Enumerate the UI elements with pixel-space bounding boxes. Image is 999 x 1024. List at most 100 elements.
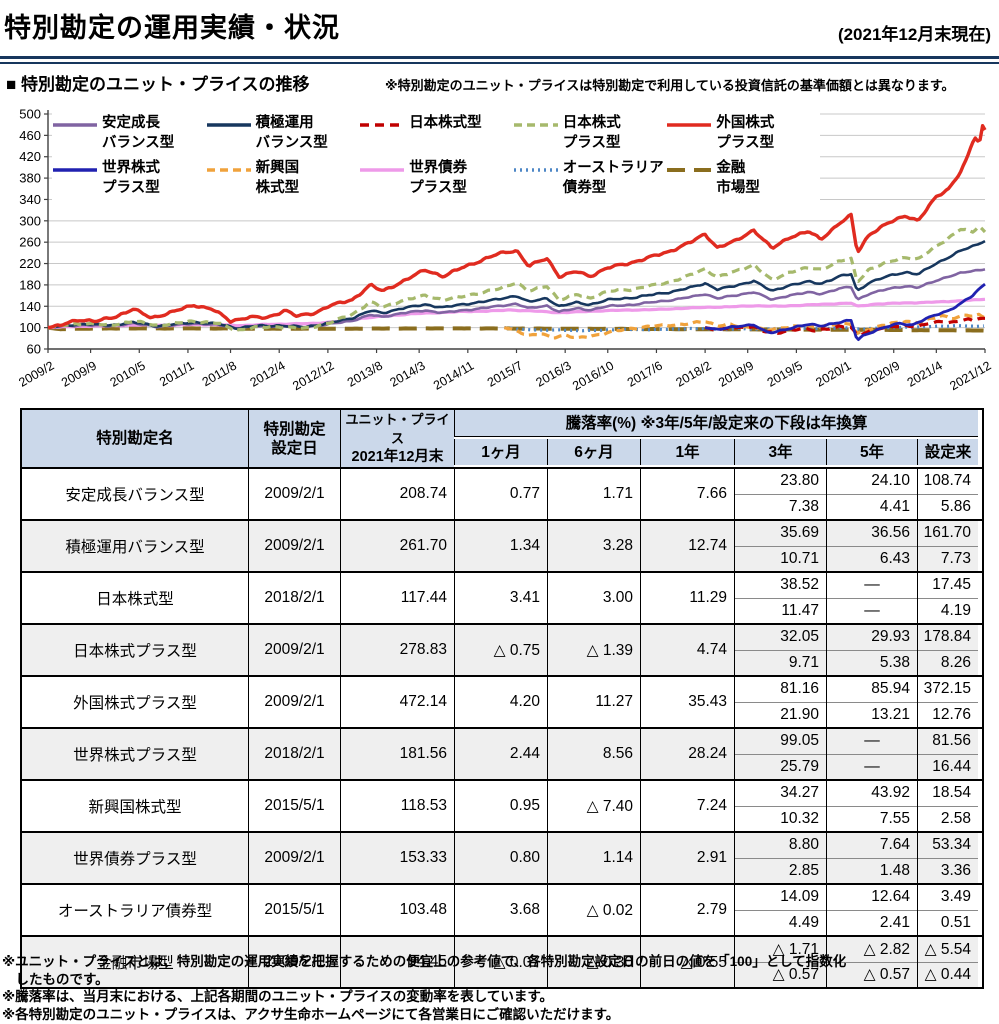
y-axis-tick-label: 380 (19, 171, 41, 186)
cell-1y: 2.79 (640, 885, 734, 935)
cell-fund-name: 日本株式プラス型 (22, 625, 248, 675)
cell-inception-annualized: 0.51 (940, 913, 971, 931)
cell-y3-annualized: 25.79 (780, 757, 819, 775)
cell-setup-date: 2009/2/1 (248, 625, 340, 675)
table-row: 日本株式プラス型 2009/2/1 278.83 △ 0.75 △ 1.39 4.74 32… (22, 623, 982, 675)
cell-inception-annualized: 5.86 (940, 497, 971, 515)
x-axis-tick-label: 2011/8 (200, 358, 239, 389)
cell-unit-price: 181.56 (340, 729, 454, 779)
cell-1m: △ 0.75 (454, 625, 547, 675)
cell-y3: △ 1.71 △ 0.57 (734, 937, 826, 987)
cell-unit-price: 118.53 (340, 781, 454, 831)
cell-y5-annualized: 4.41 (879, 497, 910, 515)
chart-note: ※特別勘定のユニット・プライスは特別勘定で利用している投資信託の基準価額とは異な… (385, 78, 955, 93)
cell-y3-total: 23.80 (735, 469, 826, 495)
cell-y5: 43.92 7.55 (826, 781, 917, 831)
x-axis-tick-label: 2014/3 (388, 358, 428, 389)
cell-y3-annualized: △ 0.57 (772, 966, 819, 984)
header-unit-price: ユニット・プライス 2021年12月末 (340, 410, 454, 467)
cell-inception: 18.54 2.58 (917, 781, 978, 831)
header-period-6m: 6ヶ月 (547, 439, 640, 465)
cell-fund-name: 外国株式プラス型 (73, 695, 197, 712)
cell-1y: 12.74 (640, 521, 734, 571)
cell-y3-annualized: 4.49 (788, 913, 819, 931)
legend-swatch-nihon_plus (513, 123, 558, 127)
cell-y3-total: 14.09 (735, 885, 826, 911)
y-axis-tick-label: 340 (19, 192, 41, 207)
cell-y3-total: △ 1.71 (735, 937, 826, 963)
header-setup-date: 特別勘定 設定日 (248, 410, 340, 467)
cell-unit-price: 472.14 (340, 677, 454, 727)
legend-label-sekai_kabu: 世界株式 プラス型 (102, 160, 160, 196)
cell-y3-total: 32.05 (735, 625, 826, 651)
footnote-line: ※ユニット・プライスとは、特別勘定の運用実績を把握するための便宜上の参考値で、各… (2, 954, 847, 969)
cell-y5-total: 85.94 (827, 677, 917, 703)
cell-inception-total: 161.70 (918, 521, 978, 547)
cell-y3-annualized: 9.71 (788, 653, 819, 671)
cell-y3-total: 99.05 (735, 729, 826, 755)
cell-y5: 12.64 2.41 (826, 885, 917, 935)
cell-1m: 0.95 (454, 781, 547, 831)
cell-unit-price: 153.33 (340, 833, 454, 883)
cell-unit-price: 208.74 (340, 469, 454, 519)
cell-y3: 34.27 10.32 (734, 781, 826, 831)
cell-1y: 7.24 (640, 781, 734, 831)
legend-label-nihon_plus: 日本株式 プラス型 (562, 115, 621, 151)
x-axis-tick-label: 2018/9 (716, 358, 756, 389)
cell-inception-annualized: 12.76 (932, 705, 971, 723)
legend-item-sekai_saiken: 世界債券 プラス型 (359, 158, 513, 203)
cell-1y: 2.91 (640, 833, 734, 883)
cell-y5-annualized: 7.55 (879, 809, 910, 827)
cell-1m: 3.68 (454, 885, 547, 935)
cell-inception-total: 18.54 (918, 781, 978, 807)
cell-inception-total: 108.74 (918, 469, 978, 495)
cell-y5-total: 29.93 (827, 625, 917, 651)
cell-y3: 81.16 21.90 (734, 677, 826, 727)
cell-unit-price: 278.83 (340, 625, 454, 675)
x-axis-tick-label: 2009/9 (59, 358, 99, 389)
cell-1y: 35.43 (640, 677, 734, 727)
cell-inception-total: △ 5.54 (918, 937, 978, 963)
cell-y3-annualized: 2.85 (788, 861, 819, 879)
cell-y3: 99.05 25.79 (734, 729, 826, 779)
cell-fund-name: 世界株式プラス型 (22, 729, 248, 779)
cell-y3-total: 8.80 (735, 833, 826, 859)
cell-inception: △ 5.54 △ 0.44 (917, 937, 978, 987)
cell-y3-annualized: 10.71 (780, 549, 819, 567)
cell-y5-total: 12.64 (827, 885, 917, 911)
legend-label-gaikoku: 外国株式 プラス型 (716, 115, 775, 151)
cell-unit-price: 94.45 (340, 937, 454, 987)
y-axis-tick-label: 420 (19, 149, 41, 164)
cell-fund-name: 世界債券プラス型 (22, 833, 248, 883)
y-axis-tick-label: 100 (19, 320, 41, 335)
cell-y3-annualized: 7.38 (788, 497, 819, 515)
cell-fund-name: オーストラリア債券型 (57, 903, 213, 920)
cell-inception-annualized: 3.36 (940, 861, 971, 879)
unit-price-chart-canvas: 60 100 140 180 220 260 300 340 380 420 460 500 2009/… (16, 107, 993, 394)
as-of-date: (2021年12月末現在) (837, 25, 991, 44)
legend-label-shinko: 新興国 株式型 (255, 160, 300, 196)
cell-setup-date: 2009/2/1 (248, 469, 340, 519)
cell-y3: 23.80 7.38 (734, 469, 826, 519)
cell-inception-total: 372.15 (918, 677, 978, 703)
series-nihon_plus (47, 225, 987, 332)
cell-y5-annualized: 6.43 (879, 549, 910, 567)
cell-6m: 1.71 (547, 469, 640, 519)
cell-inception: 178.84 8.26 (917, 625, 978, 675)
legend-swatch-nihon (360, 123, 405, 127)
legend-label-kinyu: 金融 市場型 (716, 160, 760, 196)
cell-y5: 29.93 5.38 (826, 625, 917, 675)
x-axis-tick-label: 2021/4 (905, 358, 945, 389)
legend-swatch-shinko (206, 168, 251, 172)
header-period-3y: 3年 (734, 439, 826, 465)
cell-inception-annualized: 4.19 (940, 601, 971, 619)
x-axis-tick-label: 2021/12 (947, 358, 993, 393)
cell-1y: 28.24 (640, 729, 734, 779)
cell-y3: 38.52 11.47 (734, 573, 826, 623)
legend-item-sekai_kabu: 世界株式 プラス型 (52, 158, 206, 203)
performance-table: 特別勘定名 特別勘定 設定日 ユニット・プライス 2021年12月末 騰落率(%… (20, 408, 984, 989)
cell-inception: 17.45 4.19 (917, 573, 978, 623)
cell-inception-annualized: 7.73 (940, 549, 971, 567)
series-gaikoku (47, 124, 987, 330)
legend-item-aus: オーストラリア 債券型 (513, 158, 667, 203)
